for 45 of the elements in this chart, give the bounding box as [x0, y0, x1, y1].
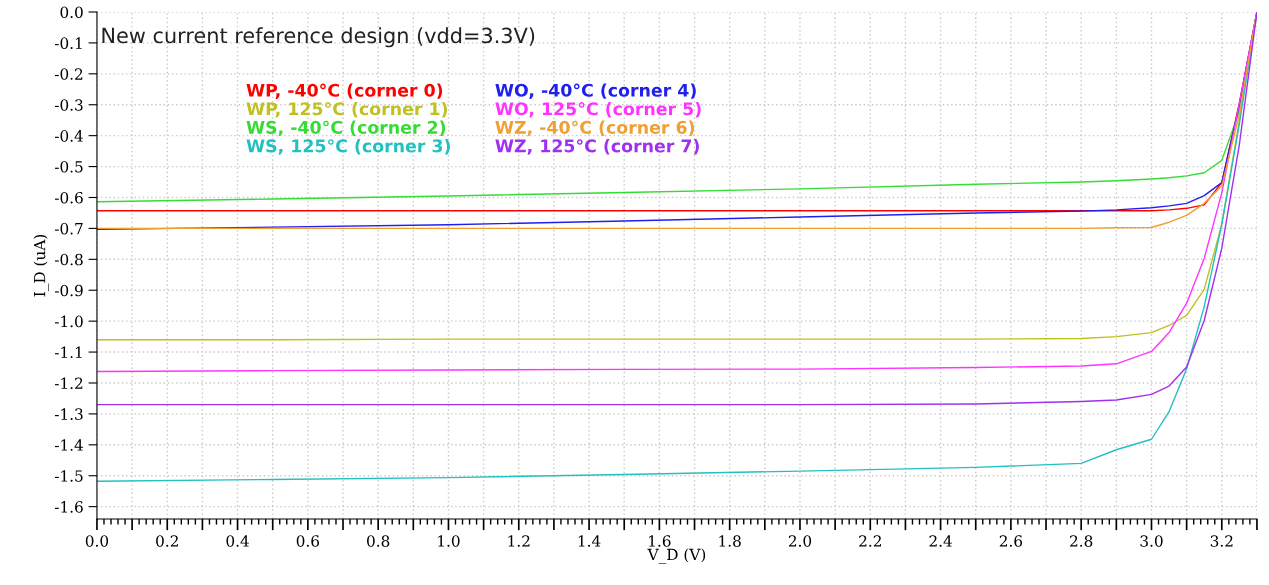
y-tick-label: -0.2 [54, 68, 83, 80]
x-tick-label: 1.6 [649, 535, 671, 547]
x-tick-label: 1.8 [719, 535, 741, 547]
text: WP, 125°C (corner 1) [246, 101, 447, 118]
x-axis-title: V_D (V) [647, 548, 706, 564]
x-tick-label: 3.2 [1210, 535, 1233, 547]
text: WS, 125°C (corner 3) [246, 139, 450, 155]
x-tick-label: 0.6 [296, 535, 320, 547]
y-tick-label: -1.1 [54, 346, 82, 359]
y-axis-title: I_D (uA) [33, 234, 49, 297]
x-tick-label: 1.4 [578, 535, 601, 547]
x-tick-label: 2.8 [1070, 535, 1093, 547]
x-tick-label: 0.8 [367, 535, 390, 547]
y-tick-label: -1.2 [54, 377, 83, 389]
y-tick-label: -0.3 [54, 99, 83, 111]
x-tick-label: 1.0 [438, 535, 460, 547]
y-tick-label: -1.6 [54, 501, 83, 513]
text: WZ, 125°C (corner 7) [495, 139, 699, 155]
y-tick-label: -1.5 [54, 470, 83, 482]
text: WO, 125°C (corner 5) [495, 101, 701, 118]
x-tick-label: 2.6 [999, 535, 1023, 547]
x-tick-label: 2.4 [929, 535, 952, 547]
y-tick-label: -0.6 [54, 191, 83, 204]
x-tick-label: 0.2 [156, 535, 178, 547]
text: WP, -40°C (corner 0) [246, 83, 443, 100]
x-tick-label: 1.2 [508, 535, 530, 547]
y-tick-label: -0.1 [54, 37, 82, 49]
y-tick-label: -1.0 [54, 315, 83, 328]
y-tick-label: -0.8 [54, 253, 83, 266]
text: WO, -40°C (corner 4) [495, 83, 696, 100]
y-tick-label: -0.5 [54, 161, 83, 173]
text: WS, -40°C (corner 2) [246, 120, 446, 137]
x-tick-label: 2.2 [859, 535, 881, 547]
text: WZ, -40°C (corner 6) [495, 120, 695, 137]
text: New current reference design (vdd=3.3V) [102, 27, 535, 48]
y-tick-label: -0.9 [54, 284, 83, 297]
y-tick-label: 0.0 [60, 6, 83, 19]
y-tick-label: -0.4 [54, 130, 83, 142]
y-tick-label: -0.7 [54, 222, 83, 235]
x-tick-label: 3.0 [1140, 535, 1163, 547]
y-tick-label: -1.4 [54, 439, 83, 451]
y-tick-label: -1.3 [54, 408, 83, 420]
x-tick-label: 2.0 [788, 535, 812, 547]
x-tick-label: 0.4 [226, 535, 249, 547]
x-tick-label: 0.0 [85, 535, 109, 547]
